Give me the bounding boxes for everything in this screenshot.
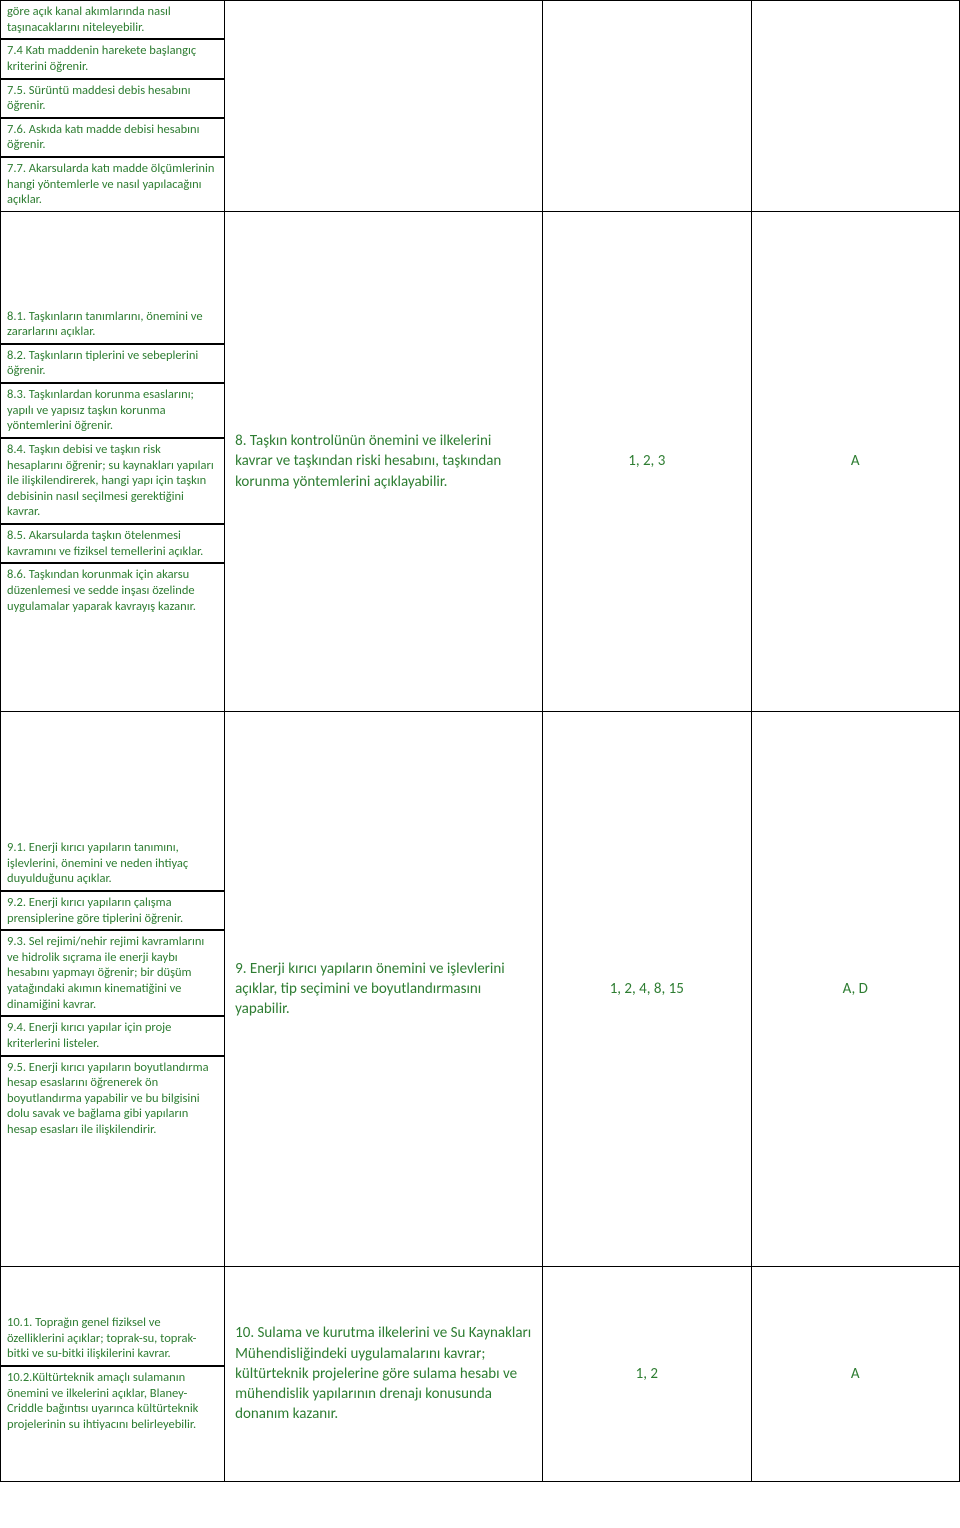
table-row: göre açık kanal akımlarında nasıl taşına… [1, 1, 960, 212]
sub-objective: 8.1. Taşkınların tanımlarını, önemini ve… [1, 306, 224, 344]
sub-objective: 10.2.Kültürteknik amaçlı sulamanın önemi… [1, 1366, 224, 1436]
learning-outcome: 9. Enerji kırıcı yapıların önemini ve iş… [225, 711, 543, 1266]
table-row: 8.1. Taşkınların tanımlarını, önemini ve… [1, 211, 960, 711]
page: göre açık kanal akımlarında nasıl taşına… [0, 0, 960, 1482]
sub-objective: 7.7. Akarsularda katı madde ölçümlerinin… [1, 157, 224, 211]
program-codes: 1, 2, 4, 8, 15 [543, 711, 751, 1266]
learning-outcome: 8. Taşkın kontrolünün önemini ve ilkeler… [225, 211, 543, 711]
program-codes [543, 1, 751, 212]
sub-objective: 8.2. Taşkınların tiplerini ve sebeplerin… [1, 344, 224, 383]
sub-objective: göre açık kanal akımlarında nasıl taşına… [1, 1, 224, 39]
assessment-grade [751, 1, 960, 212]
program-codes: 1, 2, 3 [543, 211, 751, 711]
assessment-grade: A [751, 1266, 960, 1481]
sub-objective: 7.5. Sürüntü maddesi debis hesabını öğre… [1, 79, 224, 118]
table-row: 9.1. Enerji kırıcı yapıların tanımını, i… [1, 711, 960, 1266]
sub-objectives-cell: 8.1. Taşkınların tanımlarını, önemini ve… [1, 211, 225, 711]
program-codes: 1, 2 [543, 1266, 751, 1481]
sub-objectives-cell: 10.1. Toprağın genel fiziksel ve özellik… [1, 1266, 225, 1481]
table-row: 10.1. Toprağın genel fiziksel ve özellik… [1, 1266, 960, 1481]
sub-objectives-cell: göre açık kanal akımlarında nasıl taşına… [1, 1, 225, 212]
learning-outcome: 10. Sulama ve kurutma ilkelerini ve Su K… [225, 1266, 543, 1481]
sub-objective: 8.5. Akarsularda taşkın ötelenmesi kavra… [1, 524, 224, 563]
sub-objective: 8.4. Taşkın debisi ve taşkın risk hesapl… [1, 438, 224, 524]
sub-objective: 7.6. Askıda katı madde debisi hesabını ö… [1, 118, 224, 157]
sub-objective: 9.3. Sel rejimi/nehir rejimi kavramların… [1, 930, 224, 1016]
sub-objectives-cell: 9.1. Enerji kırıcı yapıların tanımını, i… [1, 711, 225, 1266]
sub-objective: 10.1. Toprağın genel fiziksel ve özellik… [1, 1312, 224, 1366]
sub-objective: 9.4. Enerji kırıcı yapılar için proje kr… [1, 1016, 224, 1055]
sub-objective: 8.6. Taşkından korunmak için akarsu düze… [1, 563, 224, 617]
sub-objective: 9.1. Enerji kırıcı yapıların tanımını, i… [1, 837, 224, 891]
sub-objective: 8.3. Taşkınlardan korunma esaslarını; ya… [1, 383, 224, 438]
outcomes-table: göre açık kanal akımlarında nasıl taşına… [0, 0, 960, 1482]
assessment-grade: A, D [751, 711, 960, 1266]
learning-outcome [225, 1, 543, 212]
sub-objective: 9.2. Enerji kırıcı yapıların çalışma pre… [1, 891, 224, 930]
sub-objective: 7.4 Katı maddenin harekete başlangıç kri… [1, 39, 224, 78]
assessment-grade: A [751, 211, 960, 711]
sub-objective: 9.5. Enerji kırıcı yapıların boyutlandır… [1, 1056, 224, 1141]
